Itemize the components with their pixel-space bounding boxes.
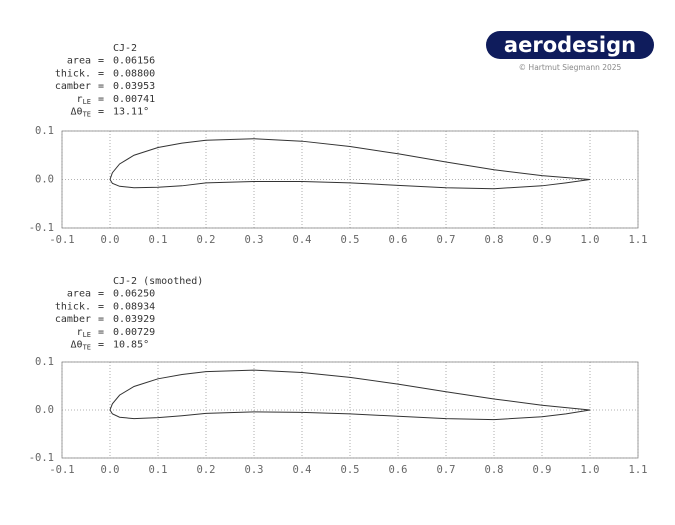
x-tick-label: -0.1 [49, 464, 74, 476]
stat-subscript: LE [83, 331, 91, 339]
stat-value: 0.06250 [113, 289, 155, 300]
x-tick-label: 1.1 [629, 234, 648, 246]
stat-value: 0.03929 [113, 314, 155, 325]
stat-value: 0.03953 [113, 81, 155, 92]
chart-title: CJ-2 [113, 43, 137, 54]
stat-label: camber [55, 314, 91, 325]
airfoil-outline [109, 369, 591, 421]
x-tick-label: 0.6 [389, 234, 408, 246]
plot-frame [61, 361, 639, 459]
stat-label: rLE [77, 94, 91, 106]
stat-symbol: Δθ [71, 107, 83, 118]
stat-value: 0.08934 [113, 301, 155, 312]
stat-value: 0.00729 [113, 327, 155, 338]
stat-label: thick. [55, 301, 91, 312]
x-tick-label: 0.2 [197, 234, 216, 246]
x-tick-label: 0.0 [101, 234, 120, 246]
x-tick-label: 0.8 [485, 234, 504, 246]
stat-subscript: TE [83, 111, 91, 119]
copyright: © Hartmut Siegmann 2025 [519, 63, 622, 72]
stat-label: rLE [77, 327, 91, 339]
stat-separator: = [98, 289, 104, 300]
x-tick-label: 0.7 [437, 234, 456, 246]
x-tick-label: -0.1 [49, 234, 74, 246]
y-tick-label: 0.1 [35, 356, 54, 368]
stat-separator: = [98, 340, 104, 351]
y-tick-label: 0.0 [35, 174, 54, 186]
stat-separator: = [98, 327, 104, 338]
x-tick-label: 0.9 [533, 464, 552, 476]
stat-separator: = [98, 56, 104, 67]
y-tick-label: 0.0 [35, 404, 54, 416]
stat-subscript: LE [83, 98, 91, 106]
stat-label: camber [55, 81, 91, 92]
x-tick-label: 0.7 [437, 464, 456, 476]
stat-symbol: r [77, 94, 83, 105]
stat-value: 10.85° [113, 340, 149, 351]
x-tick-label: 1.0 [581, 464, 600, 476]
x-tick-label: 1.1 [629, 464, 648, 476]
stat-symbol: r [77, 327, 83, 338]
stat-separator: = [98, 68, 104, 79]
stat-separator: = [98, 94, 104, 105]
stat-value: 0.08800 [113, 68, 155, 79]
x-tick-label: 0.5 [341, 464, 360, 476]
x-tick-label: 0.1 [149, 234, 168, 246]
x-tick-label: 0.4 [293, 234, 312, 246]
stat-separator: = [98, 81, 104, 92]
y-tick-label: -0.1 [29, 452, 54, 464]
stat-separator: = [98, 301, 104, 312]
x-tick-label: 0.9 [533, 234, 552, 246]
airfoil-outline [109, 138, 591, 190]
logo-badge [486, 31, 654, 59]
x-tick-label: 0.8 [485, 464, 504, 476]
stat-separator: = [98, 314, 104, 325]
x-tick-label: 0.3 [245, 464, 264, 476]
logo: aerodesign [504, 33, 636, 57]
stat-symbol: Δθ [71, 340, 83, 351]
stat-label: ΔθTE [71, 107, 91, 119]
x-tick-label: 0.0 [101, 464, 120, 476]
stat-separator: = [98, 107, 104, 118]
stat-label: area [67, 56, 91, 67]
stat-value: 0.00741 [113, 94, 155, 105]
x-tick-label: 1.0 [581, 234, 600, 246]
stat-label: area [67, 289, 91, 300]
x-tick-label: 0.4 [293, 464, 312, 476]
x-tick-label: 0.3 [245, 234, 264, 246]
stat-label: ΔθTE [71, 340, 91, 352]
x-tick-label: 0.1 [149, 464, 168, 476]
x-tick-label: 0.5 [341, 234, 360, 246]
x-tick-label: 0.2 [197, 464, 216, 476]
stat-value: 0.06156 [113, 56, 155, 67]
y-tick-label: 0.1 [35, 125, 54, 137]
chart-title: CJ-2 (smoothed) [113, 276, 203, 287]
plot-frame [61, 130, 639, 229]
x-tick-label: 0.6 [389, 464, 408, 476]
stat-value: 13.11° [113, 107, 149, 118]
stat-subscript: TE [83, 344, 91, 352]
y-tick-label: -0.1 [29, 222, 54, 234]
stat-label: thick. [55, 68, 91, 79]
